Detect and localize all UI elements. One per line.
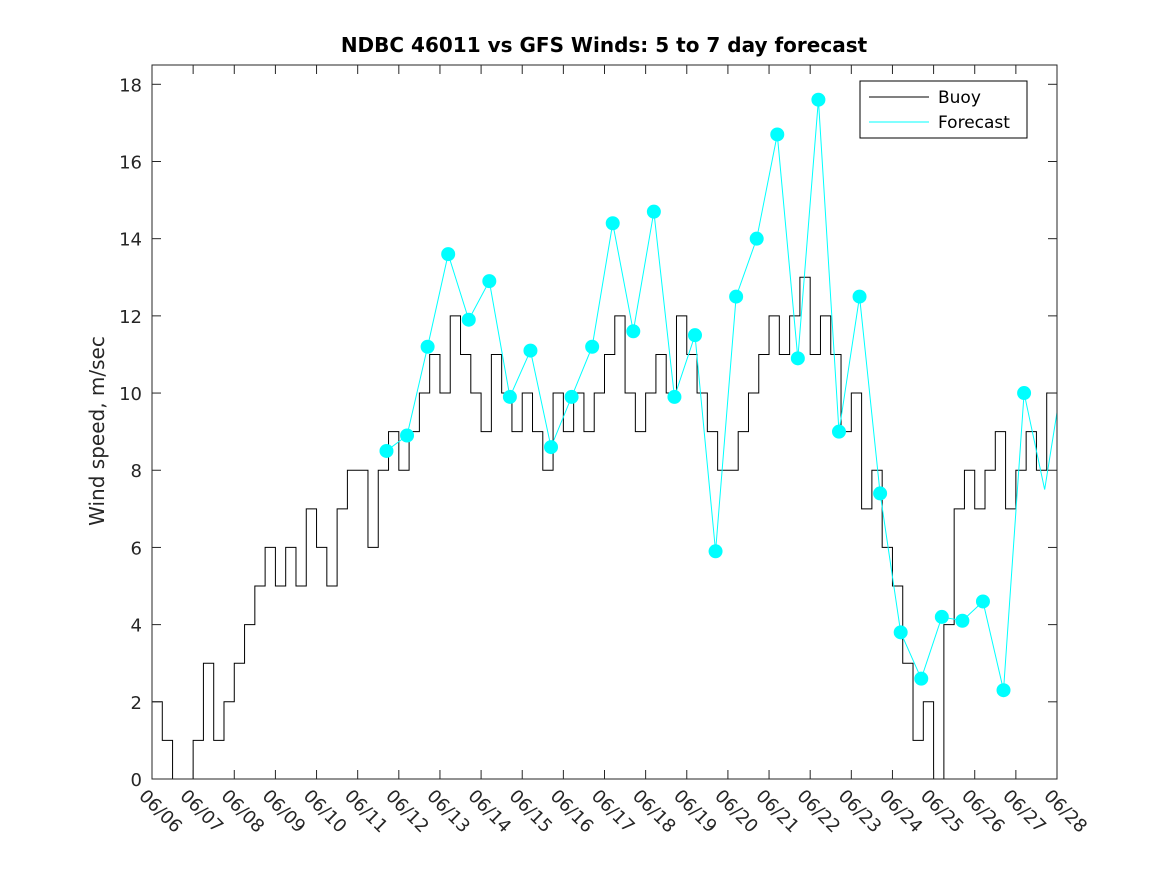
forecast-marker (790, 351, 805, 366)
forecast-marker (688, 328, 702, 343)
y-tick-label: 10 (119, 384, 142, 405)
forecast-marker (667, 389, 682, 404)
forecast-marker (605, 216, 620, 231)
forecast-marker (914, 671, 929, 686)
forecast-marker (955, 613, 970, 628)
forecast-marker (544, 440, 559, 455)
forecast-marker (893, 625, 908, 640)
y-tick-label: 18 (119, 75, 142, 96)
forecast-marker (770, 127, 785, 142)
y-tick-label: 0 (131, 770, 142, 791)
forecast-marker (482, 274, 497, 289)
forecast-marker (996, 683, 1011, 698)
forecast-marker (585, 339, 600, 354)
y-tick-label: 16 (119, 152, 142, 173)
plot-area (152, 92, 1057, 779)
series-line-forecast (386, 99, 1057, 691)
y-tick-label: 6 (131, 538, 142, 559)
forecast-marker (379, 443, 394, 458)
y-tick-label: 2 (131, 693, 142, 714)
series-line-buoy (152, 276, 1057, 779)
forecast-marker (975, 594, 990, 609)
forecast-marker (564, 389, 579, 404)
forecast-marker (400, 428, 415, 443)
forecast-marker (502, 389, 517, 404)
forecast-marker (831, 424, 846, 439)
y-tick-label: 12 (119, 307, 142, 328)
forecast-marker (626, 324, 641, 339)
forecast-marker (873, 486, 888, 501)
forecast-marker (729, 289, 744, 304)
legend-forecast-label: Forecast (938, 113, 1010, 133)
forecast-marker (934, 609, 949, 624)
y-axis-label: Wind speed, m/sec (85, 336, 109, 526)
forecast-marker (461, 312, 476, 327)
forecast-marker (1017, 386, 1032, 401)
legend: Buoy Forecast (859, 80, 1028, 139)
y-tick-label: 14 (119, 230, 142, 251)
chart-title: NDBC 46011 vs GFS Winds: 5 to 7 day fore… (341, 33, 868, 57)
forecast-marker (749, 231, 764, 246)
legend-buoy-label: Buoy (938, 88, 981, 108)
forecast-marker (646, 204, 661, 219)
forecast-marker (523, 343, 538, 358)
data-layer (152, 92, 1057, 779)
forecast-marker (852, 289, 867, 304)
forecast-marker (441, 247, 456, 262)
y-tick-label: 4 (131, 616, 142, 637)
forecast-marker (708, 544, 723, 559)
legend-box (859, 80, 1028, 139)
forecast-marker (811, 92, 826, 107)
y-tick-label: 8 (131, 461, 142, 482)
forecast-marker (420, 339, 435, 354)
